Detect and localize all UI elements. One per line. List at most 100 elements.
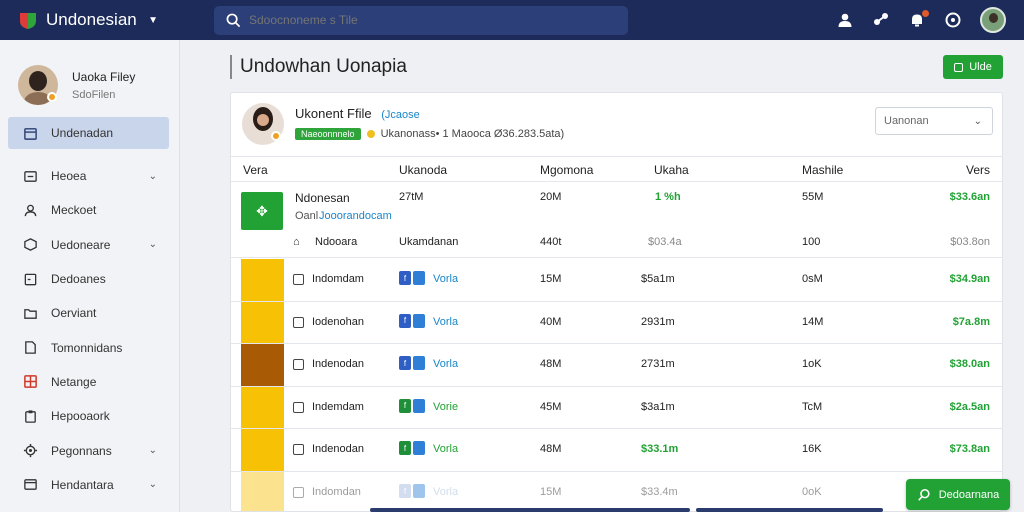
column-header[interactable]: Ukaha (654, 163, 689, 177)
sidebar-item-label: Hepooaork (51, 409, 110, 424)
card-meta-text: Ukanonass• 1 Maooca Ø36.283.5ata) (380, 128, 565, 140)
row-sub-label: Ndooara (315, 236, 358, 248)
row-checkbox[interactable] (293, 444, 304, 456)
box-icon (22, 237, 38, 253)
row-checkbox[interactable] (293, 487, 304, 498)
chevron-down-icon: ⌄ (973, 115, 982, 127)
notification-dot (922, 10, 929, 17)
save-icon (954, 62, 964, 72)
sidebar-item-label: Meckoet (51, 203, 97, 218)
table-row[interactable]: Indomdam f Vorla 15M $5a1m 0sM $34.9an (231, 259, 1002, 302)
sidebar-item-2[interactable]: Meckoet (0, 193, 179, 227)
card-title-row: Ukonent Ffile (Jcaose (295, 106, 420, 121)
table-cell: 15M (540, 273, 562, 285)
row-checkbox[interactable] (293, 316, 304, 328)
user-icon (22, 202, 38, 218)
sidebar-item-1[interactable]: Heoea ⌄ (0, 159, 179, 193)
row-title: Ndonesan (295, 191, 350, 205)
app-brand[interactable]: Undonesian ▼ (0, 10, 180, 30)
sidebar-item-label: Uedoneare (51, 237, 111, 252)
row-color-stripe (241, 386, 284, 429)
sidebar-item-7[interactable]: Netange (0, 365, 179, 399)
sidebar: Uaoka Filey SdoFilen Undenadan Heoea ⌄ M… (0, 40, 180, 512)
column-header[interactable]: Vers (965, 163, 990, 177)
sidebar-item-8[interactable]: Hepooaork (0, 399, 179, 433)
row-tag[interactable]: Vorla (433, 486, 459, 498)
table-row-main[interactable]: ✥ Ndonesan Oanl Jooorandocam 27tM 20M 1 … (231, 182, 1002, 258)
table-cell: 27tM (399, 191, 424, 203)
row-name: Indomdam (312, 273, 364, 285)
table-cell: 100 (802, 236, 821, 248)
horizontal-scrollbar[interactable] (370, 508, 690, 512)
file-badge-icon (413, 398, 425, 413)
floating-action-button[interactable]: Dedoarnana (906, 479, 1010, 510)
expand-icon[interactable]: ✥ (241, 192, 283, 230)
table-cell: 15M (540, 486, 562, 498)
profile-card[interactable]: Uaoka Filey SdoFilen (0, 40, 179, 112)
sidebar-item-4[interactable]: Dedoanes (0, 262, 179, 296)
notification-icon[interactable] (908, 10, 929, 29)
chevron-down-icon: ⌄ (148, 170, 157, 182)
share-icon[interactable] (872, 11, 890, 29)
profile-subtitle: SdoFilen (72, 88, 116, 101)
file-type-icon: f (399, 313, 411, 328)
row-checkbox[interactable] (293, 359, 304, 371)
horizontal-scrollbar[interactable] (696, 508, 883, 512)
column-header[interactable]: Ukanoda (399, 163, 448, 177)
row-name: Iodenohan (312, 315, 364, 328)
sidebar-item-6[interactable]: Tomonnidans (0, 330, 179, 364)
search-bar[interactable] (214, 5, 628, 35)
help-icon[interactable] (944, 11, 962, 29)
sidebar-item-0[interactable]: Undenadan (8, 117, 169, 149)
card-title: Ukonent Ffile (295, 106, 372, 121)
row-tag[interactable]: Vorla (433, 443, 459, 456)
column-header[interactable]: Vera (243, 163, 268, 177)
status-badge (271, 131, 281, 141)
row-link[interactable]: Jooorandocam (319, 210, 392, 222)
sidebar-item-5[interactable]: Oerviant (0, 296, 179, 330)
table-cell: 20M (540, 191, 562, 203)
table-row[interactable]: Indemdam f Vorie 45M $3a1m TcM $2a.5an (231, 386, 1002, 430)
user-icon[interactable] (836, 11, 854, 29)
row-tag[interactable]: Vorie (433, 400, 459, 413)
column-header[interactable]: Mashile (802, 163, 844, 177)
fab-label: Dedoarnana (938, 488, 1000, 501)
sidebar-item-label: Dedoanes (51, 272, 106, 287)
sidebar-item-label: Tomonnidans (51, 340, 123, 355)
sidebar-item-9[interactable]: Pegonnans ⌄ (0, 433, 179, 467)
file-type-icon: f (399, 398, 411, 413)
table-row[interactable]: Iodenohan f Vorla 40M 2931m 14M $7a.8m (231, 301, 1002, 345)
price-cell: $7a.8m (952, 315, 990, 328)
primary-action-button[interactable]: Ulde (943, 55, 1003, 79)
table-cell: 1oK (802, 358, 822, 371)
file-type-icon: f (399, 484, 411, 498)
sidebar-item-10[interactable]: Hendantara ⌄ (0, 468, 179, 502)
filter-select[interactable]: Uanonan ⌄ (875, 107, 993, 135)
search-input[interactable] (249, 13, 609, 27)
chevron-down-icon: ⌄ (148, 239, 157, 251)
column-header[interactable]: Mgomona (540, 163, 594, 177)
sidebar-item-3[interactable]: Uedoneare ⌄ (0, 228, 179, 262)
row-tag[interactable]: Vorla (433, 358, 459, 371)
table-row[interactable]: Indenodan f Vorla 48M 2731m 1oK $38.0an (231, 344, 1002, 387)
document-icon (22, 340, 38, 356)
row-checkbox[interactable] (293, 274, 304, 285)
file-badge-icon (413, 484, 425, 498)
row-checkbox[interactable] (293, 401, 304, 413)
table-cell: $03.8on (950, 236, 990, 248)
status-badge (47, 92, 57, 102)
sidebar-item-label: Pegonnans (51, 443, 112, 458)
user-avatar[interactable] (980, 7, 1006, 33)
row-tag[interactable]: Vorla (433, 315, 459, 328)
row-tag[interactable]: Vorla (433, 273, 459, 285)
clipboard-icon (22, 408, 38, 424)
chevron-down-icon[interactable]: ▼ (148, 14, 158, 26)
row-link-prefix: Oanl (295, 210, 319, 222)
search-icon (226, 13, 241, 27)
table-row[interactable]: Indenodan f Vorla 48M $33.1m 16K $73.8an (231, 429, 1002, 472)
file-badge-icon (413, 271, 425, 285)
card-title-link[interactable]: (Jcaose (381, 109, 420, 121)
file-type-icon: f (399, 441, 411, 456)
file-badge-icon (413, 356, 425, 371)
